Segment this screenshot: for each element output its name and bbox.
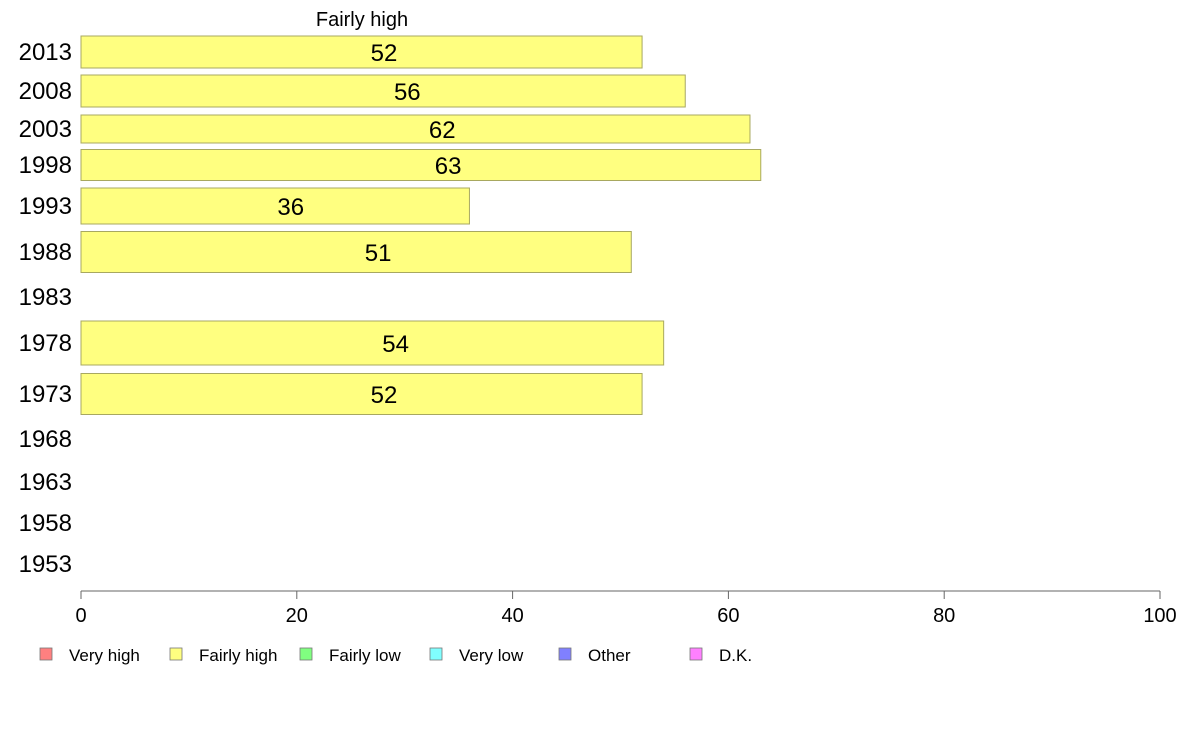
bar-2013 [80, 35, 643, 69]
bar-2008 [80, 74, 686, 108]
bar-1978 [80, 320, 665, 366]
category-label-1998: 1998 [19, 152, 72, 179]
category-label-1978: 1978 [19, 330, 72, 357]
bars-layer: 52 56 62 63 36 51 54 52 [80, 35, 762, 415]
legend-swatch-fairly-low [299, 647, 313, 661]
bar-value-label-2013: 52 [371, 40, 398, 67]
legend-label-very-low: Very low [459, 646, 524, 665]
category-label-2008: 2008 [19, 78, 72, 105]
category-label-2013: 2013 [19, 39, 72, 66]
category-label-1983: 1983 [19, 284, 72, 311]
bar-1998 [80, 149, 762, 181]
legend-swatch-very-high [39, 647, 53, 661]
legend-swatch-other [558, 647, 572, 661]
chart-title: Fairly high [316, 9, 408, 31]
bar-value-label-1993: 36 [277, 194, 304, 221]
legend-label-very-high: Very high [69, 646, 140, 665]
bar-1973 [80, 373, 643, 415]
legend-swatch-fairly-high [169, 647, 183, 661]
category-label-1953: 1953 [19, 551, 72, 578]
bar-value-label-1973: 52 [371, 382, 398, 409]
category-label-1968: 1968 [19, 426, 72, 453]
bar-value-label-1988: 51 [365, 240, 392, 267]
category-label-1958: 1958 [19, 510, 72, 537]
legend: Very high Fairly high Fairly low Very low Ot… [39, 646, 752, 665]
bar-1988 [80, 231, 632, 273]
legend-swatch-d-k [689, 647, 703, 661]
category-label-2003: 2003 [19, 116, 72, 143]
bar-value-label-2008: 56 [394, 79, 421, 106]
x-tick-label-0: 0 [75, 605, 86, 627]
x-axis: 0 20 40 60 80 100 [75, 590, 1177, 627]
category-labels: 2013 2008 2003 1998 1993 1988 1983 1978 1973 1968… [19, 39, 72, 578]
x-tick-label-60: 60 [717, 605, 739, 627]
legend-label-other: Other [588, 646, 631, 665]
legend-swatch-very-low [429, 647, 443, 661]
category-label-1988: 1988 [19, 239, 72, 266]
bar-1993 [80, 187, 470, 225]
legend-label-d-k: D.K. [719, 646, 752, 665]
bar-value-label-1978: 54 [382, 331, 409, 358]
bar-value-label-1998: 63 [435, 153, 462, 180]
x-tick-label-80: 80 [933, 605, 955, 627]
category-label-1963: 1963 [19, 469, 72, 496]
legend-label-fairly-high: Fairly high [199, 646, 277, 665]
x-tick-label-20: 20 [286, 605, 308, 627]
bar-2003 [80, 114, 751, 144]
legend-label-fairly-low: Fairly low [329, 646, 402, 665]
category-label-1973: 1973 [19, 381, 72, 408]
x-tick-label-40: 40 [501, 605, 523, 627]
bar-value-label-2003: 62 [429, 117, 456, 144]
x-tick-label-100: 100 [1143, 605, 1176, 627]
category-label-1993: 1993 [19, 193, 72, 220]
